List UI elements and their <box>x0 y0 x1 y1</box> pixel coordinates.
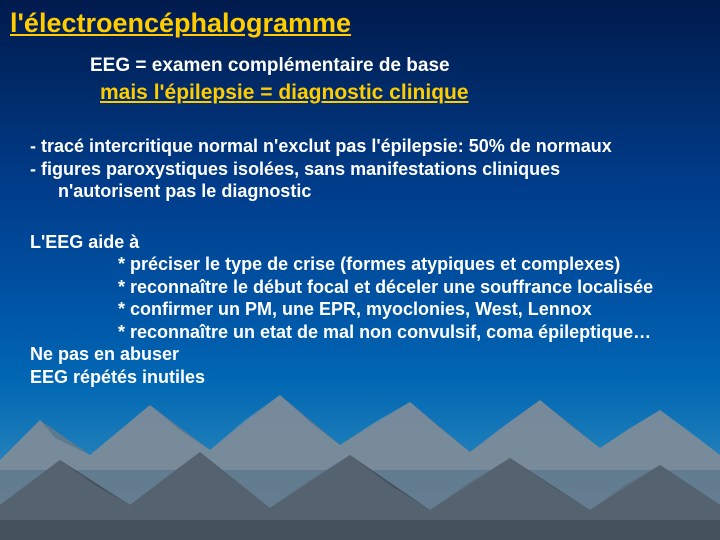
slide: l'électroencéphalogramme EEG = examen co… <box>0 0 720 540</box>
body2-star4: * reconnaître un etat de mal non convuls… <box>118 321 710 344</box>
body-block-2: L'EEG aide à * préciser le type de crise… <box>30 231 710 389</box>
body1-line1: - tracé intercritique normal n'exclut pa… <box>30 136 612 156</box>
body2-star1: * préciser le type de crise (formes atyp… <box>118 253 710 276</box>
body1-line2: - figures paroxystiques isolées, sans ma… <box>30 159 560 179</box>
body1-line3: n'autorisent pas le diagnostic <box>58 180 710 203</box>
slide-content: l'électroencéphalogramme EEG = examen co… <box>0 0 720 388</box>
body2-star3: * confirmer un PM, une EPR, myoclonies, … <box>118 298 710 321</box>
slide-title: l'électroencéphalogramme <box>10 8 710 39</box>
subtitle-line-2: mais l'épilepsie = diagnostic clinique <box>100 81 710 105</box>
body-block-1: - tracé intercritique normal n'exclut pa… <box>30 135 710 203</box>
body2-head: L'EEG aide à <box>30 232 139 252</box>
body2-star2: * reconnaître le début focal et déceler … <box>118 276 710 299</box>
subtitle-line-1: EEG = examen complémentaire de base <box>90 55 710 77</box>
body2-foot1: Ne pas en abuser <box>30 344 179 364</box>
body2-foot2: EEG répétés inutiles <box>30 367 205 387</box>
